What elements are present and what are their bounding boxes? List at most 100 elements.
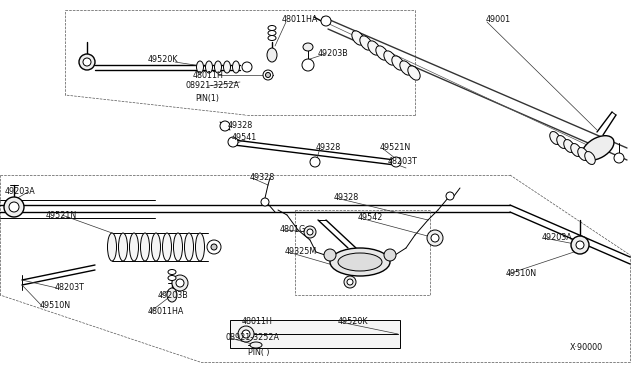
Circle shape <box>83 58 91 66</box>
Ellipse shape <box>330 248 390 276</box>
Ellipse shape <box>118 233 127 261</box>
Circle shape <box>576 241 584 249</box>
Ellipse shape <box>163 233 172 261</box>
Ellipse shape <box>268 35 276 41</box>
Text: 48011HA: 48011HA <box>148 308 184 317</box>
Circle shape <box>304 226 316 238</box>
Text: 49510N: 49510N <box>506 269 537 279</box>
Text: 49521N: 49521N <box>46 211 77 219</box>
Circle shape <box>310 157 320 167</box>
Text: 49001: 49001 <box>486 16 511 25</box>
Text: 49325M: 49325M <box>285 247 317 257</box>
Ellipse shape <box>214 61 221 73</box>
Polygon shape <box>230 320 400 348</box>
Circle shape <box>614 153 624 163</box>
Ellipse shape <box>376 46 388 60</box>
Ellipse shape <box>173 233 182 261</box>
Ellipse shape <box>550 132 560 144</box>
Circle shape <box>172 275 188 291</box>
Text: 49203B: 49203B <box>318 49 349 58</box>
Circle shape <box>307 229 313 235</box>
Ellipse shape <box>196 61 204 73</box>
Text: 49328: 49328 <box>316 144 341 153</box>
Circle shape <box>427 230 443 246</box>
Ellipse shape <box>152 233 161 261</box>
Circle shape <box>242 330 250 338</box>
Circle shape <box>176 279 184 287</box>
Text: 49328: 49328 <box>250 173 275 183</box>
Ellipse shape <box>268 26 276 31</box>
Text: 4801G: 4801G <box>280 225 307 234</box>
Ellipse shape <box>368 41 380 55</box>
Ellipse shape <box>141 233 150 261</box>
Circle shape <box>211 244 217 250</box>
Text: 49521N: 49521N <box>380 144 412 153</box>
Circle shape <box>266 73 271 77</box>
Ellipse shape <box>408 66 420 80</box>
Circle shape <box>344 276 356 288</box>
Ellipse shape <box>267 48 277 62</box>
Circle shape <box>302 59 314 71</box>
Ellipse shape <box>392 56 404 70</box>
Text: 49203A: 49203A <box>5 187 36 196</box>
Circle shape <box>263 70 273 80</box>
Circle shape <box>571 236 589 254</box>
Ellipse shape <box>384 51 396 65</box>
Text: 48203T: 48203T <box>55 283 85 292</box>
Ellipse shape <box>578 148 588 160</box>
Ellipse shape <box>352 31 364 45</box>
Ellipse shape <box>167 288 177 302</box>
Circle shape <box>4 197 24 217</box>
Text: 08921-3252A: 08921-3252A <box>185 81 239 90</box>
Ellipse shape <box>223 61 230 73</box>
Text: 48011H: 48011H <box>193 71 224 80</box>
Ellipse shape <box>168 269 176 275</box>
Text: 49520K: 49520K <box>148 55 179 64</box>
Ellipse shape <box>108 233 116 261</box>
Text: 48203T: 48203T <box>388 157 418 167</box>
Circle shape <box>324 249 336 261</box>
Circle shape <box>446 192 454 200</box>
Ellipse shape <box>184 233 193 261</box>
Ellipse shape <box>400 61 412 75</box>
Circle shape <box>238 326 254 342</box>
Text: 49203A: 49203A <box>542 234 573 243</box>
Ellipse shape <box>557 135 567 148</box>
Ellipse shape <box>205 61 212 73</box>
Ellipse shape <box>268 31 276 35</box>
Ellipse shape <box>232 61 239 73</box>
Circle shape <box>207 240 221 254</box>
Text: 49520K: 49520K <box>338 317 369 327</box>
Ellipse shape <box>129 233 138 261</box>
Circle shape <box>79 54 95 70</box>
Circle shape <box>261 198 269 206</box>
Circle shape <box>321 16 331 26</box>
Text: 48011HA: 48011HA <box>282 16 318 25</box>
Text: X·90000: X·90000 <box>570 343 603 353</box>
Circle shape <box>242 62 252 72</box>
Text: 49203B: 49203B <box>158 292 189 301</box>
Ellipse shape <box>338 253 382 271</box>
Text: 49328: 49328 <box>334 193 359 202</box>
Circle shape <box>9 202 19 212</box>
Ellipse shape <box>303 43 313 51</box>
Circle shape <box>391 157 401 167</box>
Circle shape <box>384 249 396 261</box>
Text: 49328: 49328 <box>228 121 253 129</box>
Text: 49510N: 49510N <box>40 301 71 311</box>
Ellipse shape <box>564 140 574 153</box>
Text: 49542: 49542 <box>358 214 383 222</box>
Ellipse shape <box>585 151 595 164</box>
Ellipse shape <box>250 342 262 348</box>
Circle shape <box>220 121 230 131</box>
Text: 49541: 49541 <box>232 134 257 142</box>
Circle shape <box>228 137 238 147</box>
Circle shape <box>347 279 353 285</box>
Ellipse shape <box>582 136 614 160</box>
Ellipse shape <box>360 36 372 50</box>
Text: 48011H: 48011H <box>242 317 273 327</box>
Text: PIN(1): PIN(1) <box>195 93 219 103</box>
Ellipse shape <box>571 144 581 157</box>
Text: 08921-3252A: 08921-3252A <box>226 334 280 343</box>
Circle shape <box>431 234 439 242</box>
